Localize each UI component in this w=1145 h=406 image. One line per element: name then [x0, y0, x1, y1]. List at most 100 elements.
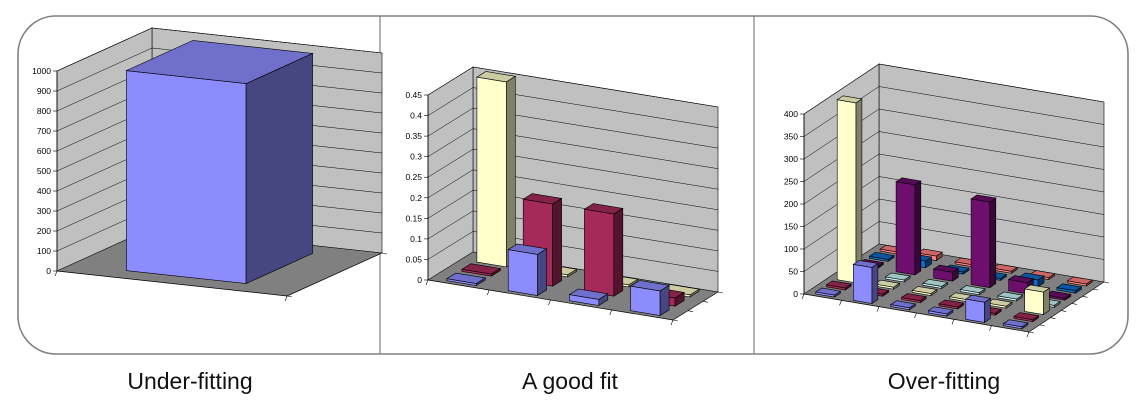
bar: [507, 243, 548, 297]
bar-side: [989, 197, 997, 289]
z-axis: [1028, 281, 1105, 333]
x-tick: [951, 319, 955, 325]
bar-top: [461, 263, 502, 275]
y-tick-label: 0.35: [405, 131, 422, 141]
chart-good-fit: 0 0.05 0.1 0.15 0.2 0.25 0.3 0.35 0.4 0.45: [405, 66, 724, 326]
y-tick-label: 50: [789, 267, 799, 277]
bar: [895, 177, 922, 276]
bar-top: [868, 251, 895, 260]
z-tick: [687, 310, 694, 312]
bar-side: [914, 180, 922, 276]
y-tick-label: 300: [784, 154, 798, 164]
x-axis: [56, 270, 288, 297]
bar: [965, 294, 992, 324]
bar: [1013, 312, 1040, 323]
bar-top: [507, 243, 548, 255]
bar: [959, 285, 986, 296]
bar-front: [584, 208, 615, 297]
gridline: [427, 210, 719, 252]
gridline: [427, 66, 719, 108]
z-tick: [702, 301, 709, 303]
y-tick-label: 0.15: [405, 213, 422, 223]
bar-side: [552, 197, 562, 287]
bar: [890, 300, 917, 311]
bar-top: [125, 40, 314, 84]
y-tick-label: 700: [37, 126, 51, 136]
z-axis: [672, 291, 719, 321]
bar: [911, 286, 938, 297]
gridline: [427, 148, 719, 190]
x-tick: [839, 300, 842, 306]
z-axis: [286, 252, 383, 297]
caption-under-fitting: Under-fitting: [127, 368, 253, 394]
bar-top: [970, 194, 997, 203]
bar-front: [126, 70, 247, 284]
y-tick-label: 600: [37, 146, 51, 156]
y-tick-label: 0.25: [405, 172, 422, 182]
bar: [991, 263, 1018, 274]
gridline: [803, 86, 1105, 137]
gridline: [427, 231, 719, 272]
bar-side: [245, 52, 313, 285]
bar: [927, 306, 954, 317]
bar: [461, 263, 502, 277]
gridline: [803, 243, 1105, 295]
x-tick: [609, 309, 613, 316]
bar: [986, 298, 1013, 309]
gridline: [427, 87, 719, 128]
bar-top: [911, 286, 938, 294]
bar-top: [986, 298, 1013, 307]
bar-front: [836, 99, 857, 284]
bar-top: [825, 280, 852, 289]
y-tick-label: 0.45: [405, 90, 422, 100]
bar: [446, 272, 487, 287]
bar-front: [630, 285, 661, 316]
bar-top: [1002, 319, 1029, 328]
bar: [900, 293, 927, 304]
gridline: [56, 27, 383, 72]
bar-top: [932, 264, 960, 273]
x-tick: [548, 299, 551, 306]
gridline: [803, 176, 1105, 227]
bar-top: [922, 278, 949, 287]
bar-top: [852, 260, 879, 268]
bar: [836, 95, 863, 284]
chart-over-fitting: 0 50 100 150 200 250 300 350 400: [784, 63, 1110, 338]
x-tick: [284, 295, 288, 302]
bar-top: [568, 288, 609, 300]
bar: [1066, 276, 1093, 287]
bar-top: [1045, 290, 1072, 299]
z-tick: [1103, 281, 1110, 284]
y-tick-label: 0: [417, 275, 422, 285]
gridline: [803, 108, 1105, 160]
bar-top: [884, 272, 911, 281]
gridline: [427, 190, 719, 231]
x-tick: [914, 312, 917, 319]
bar-side: [855, 98, 863, 284]
chart-under-fitting: 0 100 200 300 400 500 600 700 800 900 1000: [32, 27, 388, 302]
bar-top: [895, 177, 922, 186]
bar-top: [1056, 283, 1083, 292]
bar: [1045, 290, 1072, 301]
caption-over-fitting: Over-fitting: [887, 368, 1001, 394]
y-tick-label: 200: [37, 226, 51, 236]
bar-top: [1066, 276, 1093, 285]
z-tick: [1039, 324, 1045, 327]
gridline: [803, 198, 1105, 250]
bar-front: [507, 249, 538, 296]
y-tick-label: 100: [784, 244, 798, 254]
bar-top: [815, 287, 842, 296]
bar-top: [1023, 284, 1051, 293]
gridline: [427, 169, 719, 211]
bar: [125, 40, 314, 285]
y-tick-label: 0.3: [410, 152, 422, 162]
x-tick: [670, 319, 674, 326]
bar-top: [927, 306, 954, 315]
bar: [825, 280, 852, 291]
x-tick: [876, 306, 880, 312]
bar: [815, 287, 842, 298]
bar-top: [916, 248, 943, 257]
z-tick: [1028, 331, 1035, 334]
bar-top: [836, 95, 863, 104]
